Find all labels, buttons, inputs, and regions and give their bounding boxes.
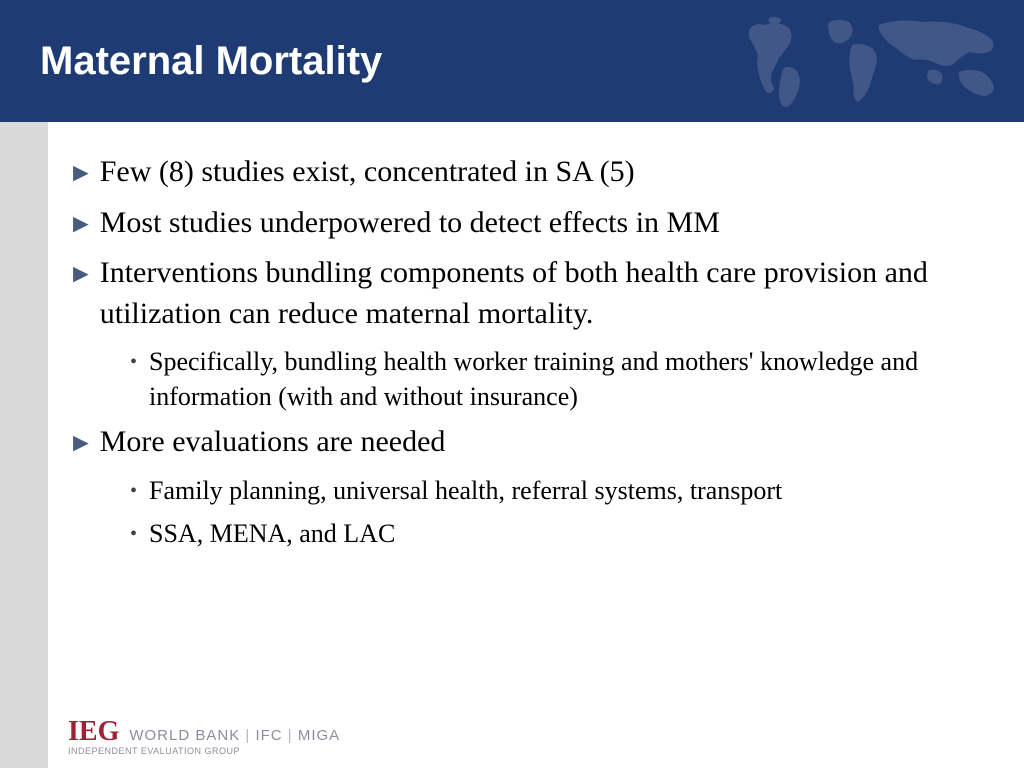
triangle-bullet-icon: ►	[68, 205, 94, 243]
slide-title: Maternal Mortality	[40, 39, 382, 84]
bullet-item: ► Few (8) studies exist, concentrated in…	[68, 152, 974, 193]
bullet-item: ► More evaluations are needed	[68, 422, 974, 463]
bullet-item: ► Interventions bundling components of b…	[68, 253, 974, 334]
triangle-bullet-icon: ►	[68, 154, 94, 192]
bullet-item: ► Most studies underpowered to detect ef…	[68, 203, 974, 244]
sub-bullet-item: • SSA, MENA, and LAC	[130, 516, 974, 551]
sub-bullet-text: SSA, MENA, and LAC	[149, 516, 395, 551]
bullet-text: Interventions bundling components of bot…	[100, 253, 974, 334]
triangle-bullet-icon: ►	[68, 424, 94, 462]
bullet-text: More evaluations are needed	[100, 422, 446, 463]
ieg-logo-text: IEG	[68, 716, 119, 748]
content-wrap: ► Few (8) studies exist, concentrated in…	[0, 122, 1024, 768]
content-area: ► Few (8) studies exist, concentrated in…	[48, 122, 1024, 768]
footer-subtitle: INDEPENDENT EVALUATION GROUP	[68, 746, 340, 756]
dot-bullet-icon: •	[130, 475, 137, 507]
bullet-text: Few (8) studies exist, concentrated in S…	[100, 152, 635, 193]
sub-bullet-item: • Specifically, bundling health worker t…	[130, 344, 974, 414]
footer-logo: IEG WORLD BANK | IFC | MIGA INDEPENDENT …	[68, 716, 340, 756]
triangle-bullet-icon: ►	[68, 255, 94, 293]
footer-top-row: IEG WORLD BANK | IFC | MIGA	[68, 716, 340, 748]
bullet-text: Most studies underpowered to detect effe…	[100, 203, 720, 244]
sub-bullet-text: Specifically, bundling health worker tra…	[149, 344, 974, 414]
world-map-icon	[734, 10, 1014, 120]
footer-orgs: WORLD BANK | IFC | MIGA	[129, 727, 340, 744]
dot-bullet-icon: •	[130, 346, 137, 378]
sub-bullet-item: • Family planning, universal health, ref…	[130, 473, 974, 508]
sub-bullet-text: Family planning, universal health, refer…	[149, 473, 782, 508]
slide-header: Maternal Mortality	[0, 0, 1024, 122]
dot-bullet-icon: •	[130, 518, 137, 550]
left-strip	[0, 122, 48, 768]
